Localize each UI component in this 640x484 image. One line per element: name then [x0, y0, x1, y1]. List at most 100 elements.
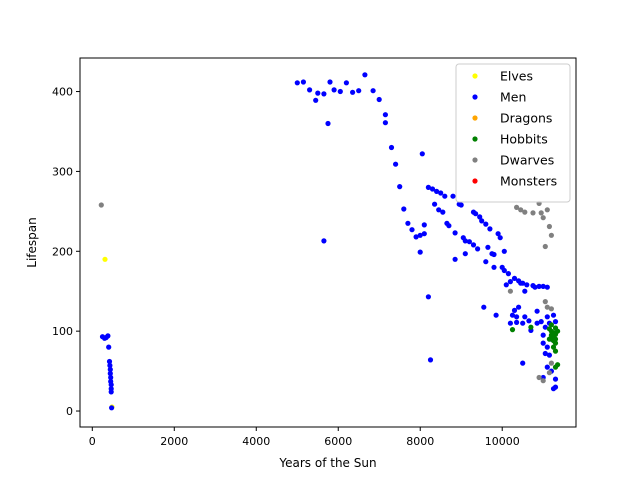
data-point-men: [511, 275, 518, 281]
data-point-men: [107, 362, 113, 369]
data-point-men: [536, 283, 542, 289]
data-point-men: [511, 307, 518, 313]
data-point-men: [550, 312, 557, 318]
data-point-men: [108, 389, 114, 395]
data-point-dwarves: [548, 232, 555, 238]
data-point-men: [514, 314, 520, 320]
data-point-men: [325, 120, 331, 127]
data-point-men: [534, 308, 540, 314]
data-point-dwarves: [530, 210, 536, 216]
data-point-men: [331, 87, 337, 93]
data-point-men: [485, 244, 491, 250]
data-point-dwarves: [544, 207, 550, 213]
data-point-men: [544, 364, 550, 370]
data-point-men: [495, 231, 501, 237]
data-point-men: [526, 318, 532, 324]
data-point-dwarves: [522, 209, 528, 215]
data-point-men: [501, 267, 507, 274]
data-point-men: [417, 249, 423, 255]
x-tick-label: 2000: [160, 435, 188, 448]
data-point-dwarves: [542, 299, 548, 305]
data-point-men: [434, 188, 440, 194]
data-point-men: [458, 202, 464, 208]
data-point-men: [356, 88, 362, 94]
data-point-men: [350, 89, 356, 95]
x-tick-label: 6000: [324, 435, 352, 448]
data-point-men: [546, 352, 553, 358]
data-point-men: [417, 232, 423, 238]
data-point-dwarves: [98, 202, 104, 208]
data-point-men: [532, 284, 538, 290]
data-point-men: [429, 186, 436, 192]
data-point-men: [522, 314, 528, 320]
data-point-dwarves: [546, 223, 553, 230]
data-point-men: [438, 190, 444, 196]
data-point-men: [520, 360, 526, 366]
data-point-dwarves: [542, 243, 548, 250]
data-point-men: [538, 319, 544, 325]
data-point-men: [419, 151, 425, 157]
data-point-men: [108, 382, 114, 388]
data-point-men: [294, 80, 300, 86]
data-point-dwarves: [548, 306, 555, 312]
y-tick-label: 300: [52, 165, 73, 178]
data-point-men: [540, 332, 546, 338]
data-point-men: [401, 206, 407, 212]
x-tick-label: 8000: [406, 435, 434, 448]
legend-marker-men: [472, 94, 478, 100]
data-point-men: [307, 87, 313, 93]
data-point-men: [440, 209, 446, 215]
data-point-men: [362, 72, 368, 78]
data-point-men: [479, 218, 485, 224]
data-point-men: [382, 120, 388, 126]
data-point-men: [321, 238, 327, 244]
data-point-men: [462, 251, 468, 257]
series-hobbits: [509, 322, 561, 370]
data-point-dwarves: [548, 360, 555, 366]
data-point-men: [522, 288, 528, 294]
x-tick-label: 0: [89, 435, 96, 448]
y-tick-label: 0: [66, 405, 73, 418]
data-point-men: [106, 344, 112, 350]
legend-label-hobbits: Hobbits: [500, 132, 548, 147]
legend-label-dragons: Dragons: [500, 111, 552, 126]
data-point-men: [483, 221, 489, 227]
data-point-men: [109, 405, 115, 411]
data-point-men: [370, 88, 376, 94]
data-point-men: [321, 91, 327, 97]
data-point-men: [343, 80, 349, 86]
data-point-men: [514, 319, 520, 325]
data-point-men: [432, 201, 438, 207]
data-point-men: [446, 223, 452, 229]
legend-marker-hobbits: [472, 136, 478, 142]
data-point-men: [393, 161, 399, 167]
data-point-men: [542, 324, 548, 330]
data-point-men: [552, 376, 559, 382]
data-point-men: [501, 248, 507, 254]
data-point-men: [552, 384, 559, 390]
plot-marks: [98, 72, 561, 411]
data-point-men: [493, 312, 499, 318]
series-dwarves: [98, 200, 555, 384]
x-tick-label: 10000: [485, 435, 520, 448]
data-point-hobbits: [555, 362, 561, 368]
data-point-men: [313, 97, 319, 103]
legend-label-monsters: Monsters: [500, 174, 557, 189]
data-point-men: [442, 193, 448, 199]
data-point-men: [487, 226, 493, 232]
data-point-men: [300, 79, 306, 85]
data-point-men: [382, 112, 388, 118]
data-point-dwarves: [507, 288, 513, 294]
data-point-men: [520, 320, 526, 326]
data-point-men: [466, 239, 472, 245]
data-point-men: [425, 184, 431, 190]
data-point-men: [520, 280, 526, 286]
data-point-men: [450, 193, 456, 199]
data-point-dwarves: [514, 204, 520, 210]
data-point-men: [491, 251, 497, 258]
data-point-men: [462, 238, 468, 244]
data-point-men: [507, 320, 513, 326]
data-point-men: [507, 279, 513, 285]
